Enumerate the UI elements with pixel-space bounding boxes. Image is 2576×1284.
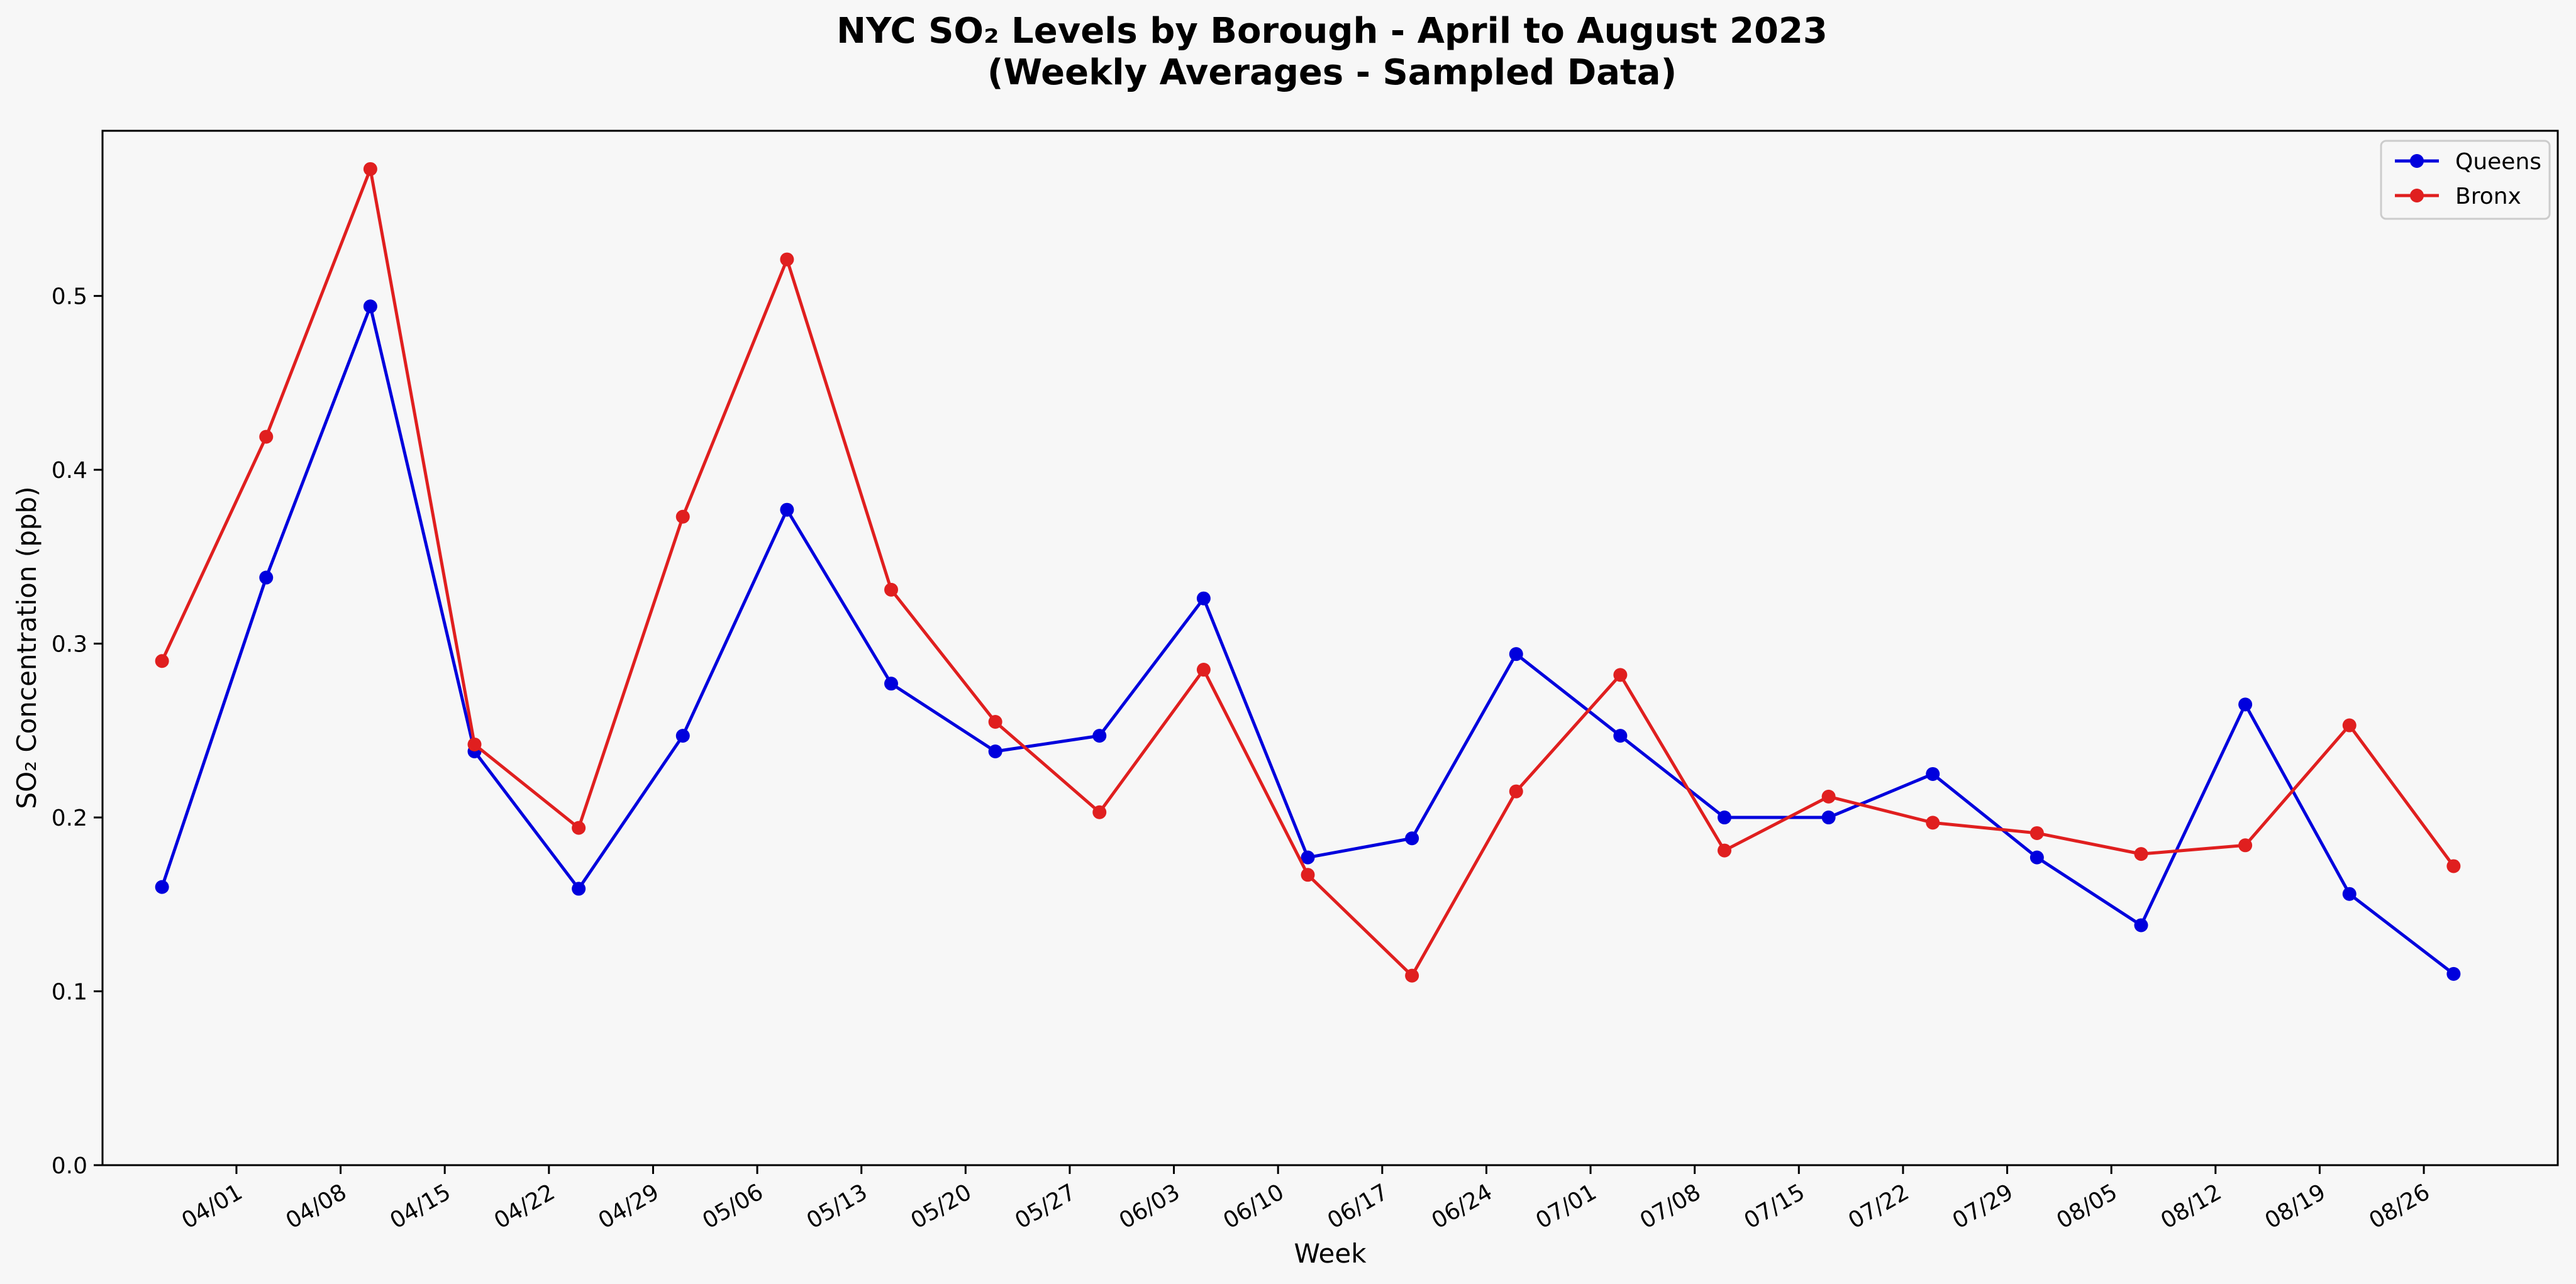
data-point [572,882,586,896]
data-point [1092,729,1107,743]
data-point [259,570,274,585]
data-point [780,502,794,517]
data-point [2134,918,2148,933]
x-tick-label: 08/12 [2157,1179,2226,1234]
x-tick-label: 06/17 [1323,1179,1392,1234]
data-point [155,654,169,668]
x-tick-label: 07/29 [1948,1179,2018,1234]
data-point [884,582,899,597]
data-point [1196,591,1211,606]
y-axis-label: SO₂ Concentration (ppb) [11,486,42,809]
data-point [2342,887,2357,901]
data-point [1821,811,1836,825]
data-point [1301,850,1315,865]
data-point [1718,811,1732,825]
data-point [1926,816,1940,830]
series-queens [155,299,2461,981]
chart-title: NYC SO₂ Levels by Borough - April to Aug… [836,11,1828,52]
x-tick-label: 08/05 [2052,1179,2121,1234]
x-tick-label: 04/08 [282,1179,351,1234]
x-tick-label: 04/29 [594,1179,663,1234]
data-point [1405,831,1419,846]
x-tick-label: 05/20 [906,1179,975,1234]
data-point [1613,729,1628,743]
x-tick-label: 06/03 [1115,1179,1184,1234]
data-point [1718,843,1732,858]
x-tick-label: 07/22 [1844,1179,1913,1234]
data-point [572,821,586,835]
y-tick-label: 0.5 [52,284,87,310]
data-point [259,429,274,444]
data-point [2029,826,2044,840]
data-point [780,252,794,267]
data-point [1613,668,1628,682]
y-tick-label: 0.2 [52,805,87,831]
data-point [2342,718,2357,733]
x-tick-label: 08/26 [2365,1179,2434,1234]
data-point [1405,968,1419,983]
y-tick-label: 0.0 [52,1153,87,1179]
y-axis: 0.0 0.1 0.2 0.3 0.4 0.5 [52,284,103,1179]
legend-label: Queens [2455,149,2541,175]
data-point [2134,847,2148,861]
data-point [675,509,690,524]
data-point [884,677,899,691]
data-point [1092,805,1107,819]
data-point [1926,767,1940,781]
data-point [1509,647,1523,661]
x-tick-label: 06/24 [1428,1179,1497,1234]
data-point [2446,966,2461,981]
data-point [363,162,377,176]
legend: Queens Bronx [2380,140,2551,220]
data-point [988,744,1002,758]
series-layer [155,162,2461,983]
y-tick-label: 0.4 [52,458,87,484]
x-tick-label: 04/01 [177,1179,247,1234]
legend-swatch-marker [2410,189,2424,202]
data-point [1301,868,1315,882]
x-tick-label: 05/06 [698,1179,767,1234]
x-axis: 04/01 04/08 04/15 04/22 04/29 05/06 05/13 05/20… [177,1165,2434,1234]
y-tick-label: 0.3 [52,632,87,658]
data-point [2446,859,2461,873]
data-point [2029,850,2044,865]
data-point [1509,784,1523,799]
series-bronx [155,162,2461,983]
data-point [155,880,169,894]
x-tick-label: 07/15 [1740,1179,1809,1234]
legend-item: Bronx [2395,184,2521,209]
y-tick-label: 0.1 [52,980,87,1005]
x-tick-label: 07/08 [1636,1179,1705,1234]
data-point [988,715,1002,729]
x-axis-label: Week [1294,1238,1367,1269]
chart-subtitle: (Weekly Averages - Sampled Data) [987,52,1677,93]
data-point [1821,789,1836,804]
x-tick-label: 04/15 [386,1179,455,1234]
x-tick-label: 04/22 [490,1179,559,1234]
data-point [467,737,482,751]
data-point [363,299,377,314]
plot-area [101,130,2559,1166]
data-point [675,729,690,743]
legend-item: Queens [2395,149,2541,175]
x-tick-label: 05/13 [802,1179,872,1234]
x-tick-label: 05/27 [1011,1179,1080,1234]
x-tick-label: 06/10 [1219,1179,1288,1234]
x-tick-label: 07/01 [1531,1179,1601,1234]
x-tick-label: 08/19 [2261,1179,2330,1234]
data-point [1196,663,1211,677]
legend-label: Bronx [2455,184,2521,209]
data-point [2238,697,2253,712]
legend-swatch-marker [2410,154,2424,168]
data-point [2238,838,2253,853]
